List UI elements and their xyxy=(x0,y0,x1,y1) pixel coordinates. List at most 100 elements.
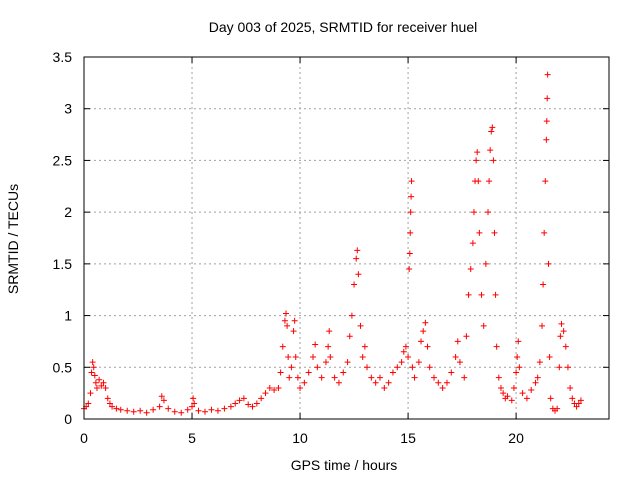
tick-layer: 0 5 10 15 20 0 0.5 1 1.5 2 2.5 3 3.5 xyxy=(53,49,609,446)
data-point xyxy=(189,403,196,410)
data-point xyxy=(165,405,172,412)
data-point xyxy=(560,328,567,335)
data-point xyxy=(557,333,564,340)
y-tick-label: 1 xyxy=(64,308,72,324)
data-point xyxy=(150,406,157,413)
data-point xyxy=(398,359,405,366)
data-point xyxy=(439,384,446,391)
data-point xyxy=(284,322,291,329)
data-point xyxy=(402,343,409,350)
data-point xyxy=(214,407,221,414)
data-point xyxy=(325,343,332,350)
data-point xyxy=(536,359,543,366)
data-point xyxy=(286,374,293,381)
data-point xyxy=(556,364,563,371)
data-point xyxy=(544,95,551,102)
data-point xyxy=(288,364,295,371)
data-point xyxy=(130,408,137,415)
data-point xyxy=(364,364,371,371)
data-point xyxy=(96,376,103,383)
data-point xyxy=(191,400,198,407)
y-tick-label: 3.5 xyxy=(53,49,73,65)
data-point xyxy=(353,255,360,262)
data-point xyxy=(539,322,546,329)
data-point xyxy=(406,250,413,257)
data-point xyxy=(400,348,407,355)
data-point xyxy=(124,407,131,414)
x-tick-label: 5 xyxy=(188,430,196,446)
data-point xyxy=(340,369,347,376)
data-point xyxy=(376,374,383,381)
data-point xyxy=(190,395,197,402)
data-point xyxy=(493,343,500,350)
data-point xyxy=(102,384,109,391)
data-point xyxy=(514,353,521,360)
data-point xyxy=(281,317,288,324)
data-point xyxy=(573,403,580,410)
x-tick-label: 20 xyxy=(508,430,524,446)
y-tick-label: 0.5 xyxy=(53,359,73,375)
data-point xyxy=(201,408,208,415)
data-point xyxy=(195,407,202,414)
data-point xyxy=(106,400,113,407)
data-point xyxy=(184,406,191,413)
data-point xyxy=(227,403,234,410)
data-point xyxy=(422,319,429,326)
data-point xyxy=(478,291,485,298)
x-tick-label: 0 xyxy=(80,430,88,446)
data-point xyxy=(240,395,247,402)
chart-title: Day 003 of 2025, SRMTID for receiver hue… xyxy=(209,19,477,35)
data-point xyxy=(408,178,415,185)
data-point xyxy=(562,343,569,350)
data-point xyxy=(504,393,511,400)
data-point xyxy=(93,384,100,391)
data-point xyxy=(90,364,97,371)
data-point xyxy=(500,390,507,397)
y-axis-label: SRMTID / TECUs xyxy=(5,184,21,294)
data-point xyxy=(541,229,548,236)
data-point xyxy=(327,353,334,360)
data-point xyxy=(98,382,105,389)
data-point xyxy=(490,157,497,164)
data-point xyxy=(577,397,584,404)
data-point xyxy=(480,322,487,329)
data-point xyxy=(283,310,290,317)
data-point xyxy=(418,338,425,345)
data-point xyxy=(461,374,468,381)
data-point xyxy=(335,379,342,386)
data-point xyxy=(411,374,418,381)
data-point xyxy=(488,128,495,135)
data-point xyxy=(508,397,515,404)
data-point xyxy=(305,369,312,376)
data-point xyxy=(236,397,243,404)
data-point xyxy=(469,240,476,247)
data-point xyxy=(543,118,550,125)
data-point xyxy=(266,384,273,391)
data-point xyxy=(297,384,304,391)
data-point xyxy=(467,266,474,273)
data-point xyxy=(456,359,463,366)
data-point xyxy=(361,343,368,350)
data-point xyxy=(137,407,144,414)
x-tick-label: 10 xyxy=(292,430,308,446)
data-point xyxy=(491,229,498,236)
y-tick-label: 3 xyxy=(64,101,72,117)
data-point xyxy=(534,374,541,381)
data-point xyxy=(545,260,552,267)
data-point xyxy=(275,384,282,391)
data-point xyxy=(431,374,437,381)
data-point xyxy=(277,369,284,376)
y-tick-label: 0 xyxy=(64,411,72,427)
data-point xyxy=(143,409,150,416)
data-point xyxy=(409,364,416,371)
data-point xyxy=(495,374,502,381)
data-point xyxy=(515,338,522,345)
data-point xyxy=(475,178,482,185)
data-point xyxy=(408,193,415,200)
data-point xyxy=(351,281,358,288)
data-point xyxy=(109,403,116,410)
data-point xyxy=(171,408,178,415)
data-point xyxy=(262,390,269,397)
data-point xyxy=(543,136,550,143)
data-point xyxy=(385,379,392,386)
